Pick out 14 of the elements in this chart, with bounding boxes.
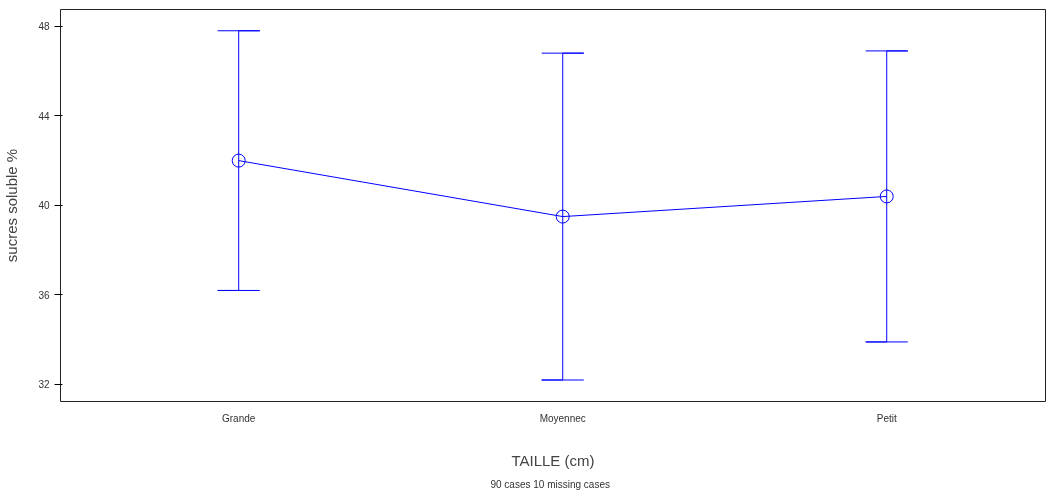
y-tick-label: 36	[38, 289, 50, 301]
x-axis-title: TAILLE (cm)	[511, 451, 595, 469]
x-tick-label: Petit	[876, 412, 897, 424]
x-tick-label: Moyennec	[539, 412, 586, 424]
y-axis-title: sucres soluble %	[3, 148, 21, 263]
point	[231, 153, 246, 168]
y-tick-label: 32	[38, 379, 50, 391]
point	[879, 189, 894, 204]
y-tick-label: 40	[38, 200, 50, 212]
text: 90 cases 10 missing cases	[490, 478, 610, 490]
point	[555, 209, 570, 224]
x-tick-label: Grande	[222, 412, 256, 424]
y-tick-label: 44	[38, 110, 50, 122]
y-tick-label: 48	[38, 21, 50, 33]
